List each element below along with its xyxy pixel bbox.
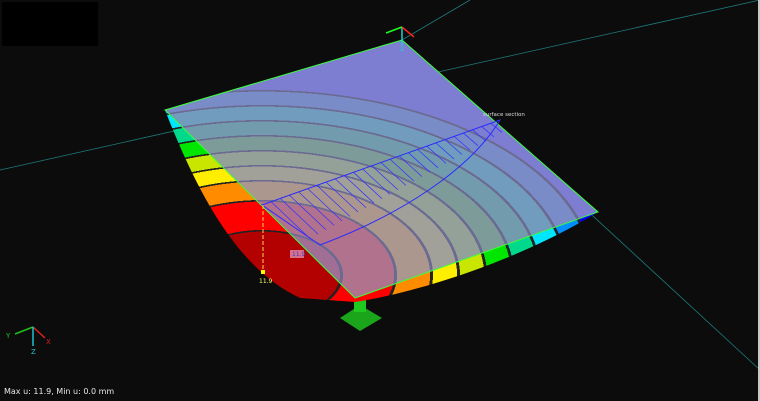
- plate-surface[interactable]: [165, 40, 598, 298]
- hatch-line: [325, 181, 359, 213]
- hatch-line: [417, 149, 439, 169]
- global-axis-triad: Y X Z: [5, 326, 51, 356]
- hatch-line: [270, 201, 311, 239]
- hatch-line: [353, 172, 383, 200]
- hatch-line: [399, 155, 423, 177]
- axis-z-label: Z: [31, 348, 36, 356]
- hatch-line: [463, 132, 479, 146]
- section-label: surface section: [483, 112, 525, 118]
- hatch-line: [454, 136, 471, 151]
- hatch-line: [307, 188, 343, 222]
- hatch-line: [408, 152, 431, 173]
- local-y-axis: [385, 26, 403, 34]
- status-text: Max u: 11.9, Min u: 0.0 mm: [4, 387, 115, 396]
- hatch-line: [280, 198, 319, 235]
- hatch-line: [289, 194, 327, 230]
- hatch-line: [435, 142, 455, 160]
- hatch-line: [426, 145, 447, 164]
- hatch-line: [472, 129, 487, 142]
- local-x-axis: [401, 26, 415, 38]
- surface-section-hatch: [270, 122, 503, 239]
- deformed-surface: [165, 110, 598, 302]
- hatch-line: [371, 165, 399, 191]
- overlay-panel: [2, 2, 98, 46]
- viewport-border: [758, 0, 760, 401]
- value-tag: [290, 250, 304, 258]
- hatch-line: [334, 178, 367, 208]
- hatch-line: [344, 175, 375, 204]
- axis-x-label: X: [46, 338, 51, 346]
- hatch-line: [362, 168, 391, 195]
- guide-line: [401, 0, 471, 41]
- max-marker: [261, 270, 265, 274]
- local-z-label: Z: [400, 46, 404, 53]
- surface-section-outline[interactable]: [260, 119, 502, 246]
- hatch-line: [444, 139, 463, 155]
- hatch-line: [389, 158, 415, 182]
- support-symbol: [340, 305, 382, 331]
- hatch-line: [490, 122, 503, 133]
- hatch-line: [481, 126, 495, 138]
- axis-y-label: Y: [5, 332, 11, 340]
- plate-outline: [164, 39, 599, 299]
- max-value-label: 11.9: [259, 278, 273, 285]
- value-tag-text: 11.9: [292, 251, 306, 258]
- hatch-line: [316, 185, 351, 217]
- hatch-line: [380, 162, 407, 186]
- hatch-line: [298, 191, 335, 226]
